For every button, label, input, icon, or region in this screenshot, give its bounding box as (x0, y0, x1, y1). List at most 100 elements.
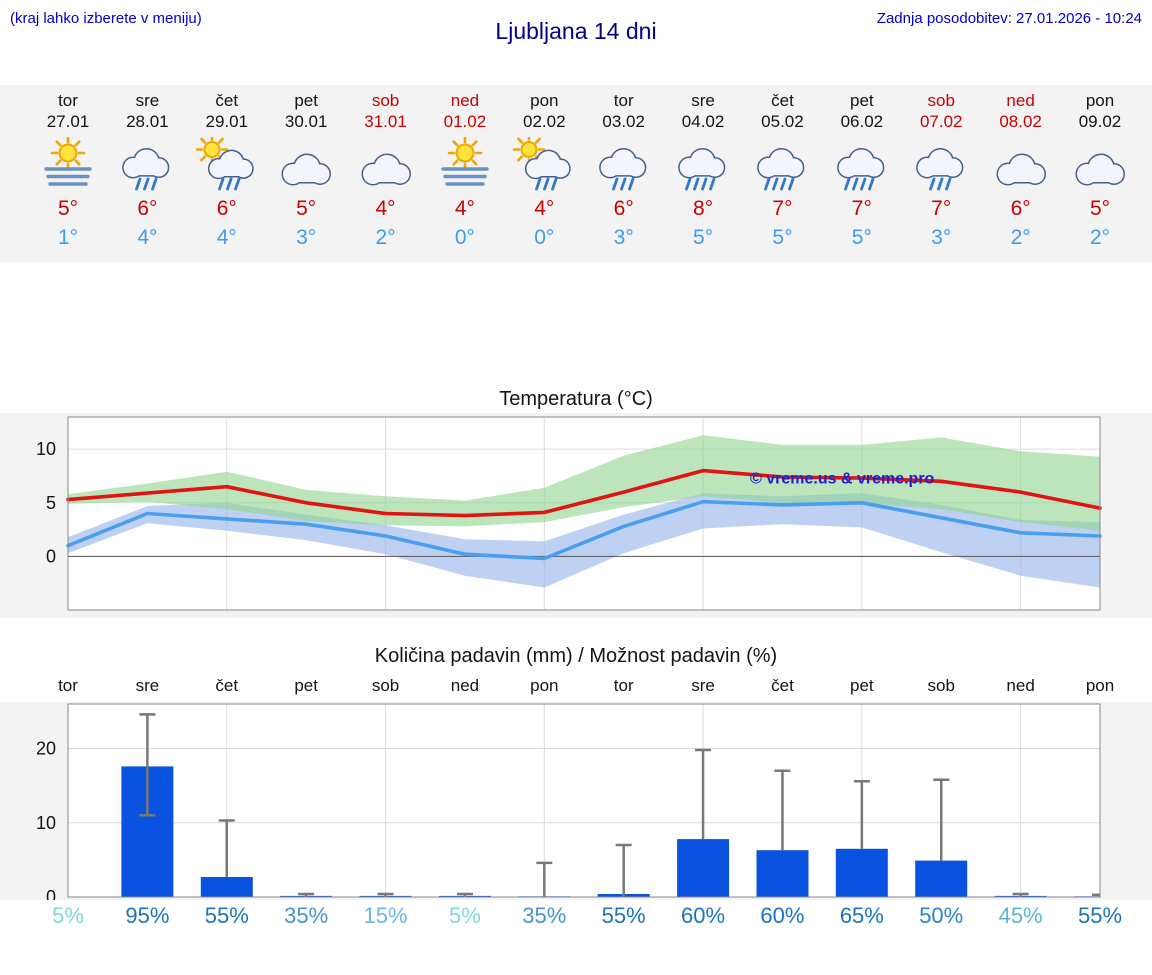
temperature-chart-title: Temperatura (°C) (499, 388, 653, 410)
high-temp: 6° (216, 197, 237, 220)
precip-day-label: tor (58, 676, 78, 695)
high-temp: 7° (931, 197, 952, 220)
forecast-day-column[interactable]: pet 06.02 7° 5° (819, 85, 905, 251)
precip-probability: 35% (284, 903, 329, 928)
low-temp: 5° (772, 226, 793, 249)
forecast-day-column[interactable]: sre 28.01 6° 4° (104, 85, 190, 251)
y-tick-label: 10 (36, 439, 56, 459)
forecast-day-column[interactable]: čet 05.02 7° 5° (739, 85, 825, 251)
low-temp: 1° (57, 226, 79, 249)
precip-probability: 45% (998, 903, 1043, 928)
forecast-day-column[interactable]: pet 30.01 5° 3° (263, 85, 349, 251)
precip-day-label: ned (450, 676, 480, 695)
precip-probability: 5% (449, 903, 481, 928)
precip-day-label: pet (294, 676, 318, 695)
watermark-link[interactable]: © vreme.us & vreme.pro (750, 471, 935, 488)
high-temp: 7° (772, 197, 793, 220)
forecast-day-column[interactable]: sob 31.01 4° 2° (343, 85, 429, 251)
precip-probability: 95% (125, 903, 170, 928)
min-temperature-line (66, 499, 1102, 561)
y-tick-label: 20 (36, 739, 56, 759)
high-temp: 6° (137, 197, 158, 220)
day-date: 02.02 (523, 112, 566, 131)
forecast-day-column[interactable]: tor 03.02 6° 3° (581, 85, 667, 251)
forecast-day-column[interactable]: pon 02.02 4° 0° (501, 85, 587, 251)
precip-day-label: tor (613, 676, 634, 695)
menu-hint-link[interactable]: (kraj lahko izberete v meniju) (10, 10, 202, 27)
precip-day-label: sob (371, 676, 400, 695)
high-temp: 5° (1089, 197, 1111, 220)
precip-probability: 60% (760, 903, 805, 928)
day-date: 27.01 (46, 112, 90, 131)
day-name: čet (771, 91, 794, 110)
cloud-icon (1057, 137, 1143, 194)
day-date: 01.02 (443, 112, 487, 131)
sun-cloud-rain-icon (501, 133, 587, 194)
precip-probability: 65% (839, 903, 884, 928)
y-tick-label: 10 (36, 813, 56, 833)
day-name: sob (927, 91, 955, 110)
low-temp: 2° (1010, 226, 1031, 249)
precip-day-label: čet (215, 676, 239, 695)
precip-bar (915, 860, 968, 897)
sun-fog-icon (422, 135, 508, 194)
precip-probability: 55% (601, 903, 646, 928)
high-temp: 5° (57, 197, 79, 220)
low-temp: 4° (216, 226, 237, 249)
high-temp: 4° (534, 197, 555, 220)
cloud-rain-icon (104, 137, 190, 194)
day-date: 31.01 (364, 112, 407, 131)
cloud-icon (263, 137, 349, 194)
forecast-day-column[interactable]: čet 29.01 6° 4° (184, 85, 270, 251)
day-date: 06.02 (840, 112, 884, 131)
day-date: 28.01 (126, 112, 169, 131)
day-date: 30.01 (284, 112, 328, 131)
precip-day-label: sre (135, 676, 160, 695)
high-temp: 8° (693, 197, 714, 220)
sun-cloud-rain-icon (184, 133, 270, 194)
precipitation-chart: 0 10 20 (0, 702, 1152, 900)
cloud-icon (978, 137, 1064, 194)
forecast-day-column[interactable]: pon 09.02 5° 2° (1057, 85, 1143, 251)
precip-day-label: sre (691, 676, 715, 695)
precip-probability: 5% (52, 903, 84, 928)
precip-day-label: ned (1006, 676, 1035, 695)
low-temp: 0° (534, 226, 555, 249)
day-name: tor (58, 91, 78, 110)
cloud-heavy-rain-icon (660, 137, 746, 194)
forecast-day-column[interactable]: sob 07.02 7° 3° (898, 85, 984, 251)
forecast-day-column[interactable]: sre 04.02 8° 5° (660, 85, 746, 251)
cloud-heavy-rain-icon (739, 137, 825, 194)
precip-day-labels: tor sre čet pet sob ned pon tor sre čet pet sob ned p… (0, 676, 1152, 702)
low-temp: 5° (851, 226, 872, 249)
precip-probability: 15% (363, 903, 408, 928)
precip-bar (756, 850, 809, 897)
high-temp: 4° (454, 197, 475, 220)
low-temp: 3° (931, 226, 952, 249)
day-name: čet (215, 91, 239, 110)
temperature-chart: 0 5 10 © vreme.us & vreme.pro (0, 413, 1152, 618)
precip-day-label: sob (927, 676, 955, 695)
page-title: Ljubljana 14 dni (495, 18, 657, 44)
day-date: 05.02 (761, 112, 804, 131)
low-temp: 4° (137, 226, 158, 249)
precip-probability: 55% (1077, 903, 1123, 928)
cloud-icon (343, 137, 429, 194)
day-date: 09.02 (1078, 112, 1122, 131)
forecast-day-column[interactable]: ned 08.02 6° 2° (978, 85, 1064, 251)
precip-probability: 60% (681, 903, 726, 928)
day-name: sre (135, 91, 160, 110)
precip-probabilities: 5% 95% 55% 35% 15% 5% 35% 55% 60% 60% 65% 50% 45% 55% (0, 903, 1152, 929)
precip-probability: 50% (919, 903, 964, 928)
forecast-day-column[interactable]: tor 27.01 5° 1° (25, 85, 111, 251)
precipitation-chart-svg: 0 10 20 (36, 703, 1101, 900)
precip-day-label: pet (850, 676, 874, 695)
high-temp: 6° (613, 197, 634, 220)
low-temp: 3° (613, 226, 634, 249)
high-temp: 5° (296, 197, 317, 220)
day-date: 08.02 (999, 112, 1042, 131)
day-name: pet (850, 91, 874, 110)
low-temp: 2° (375, 226, 396, 249)
forecast-day-column[interactable]: ned 01.02 4° 0° (422, 85, 508, 251)
low-temp: 5° (693, 226, 714, 249)
